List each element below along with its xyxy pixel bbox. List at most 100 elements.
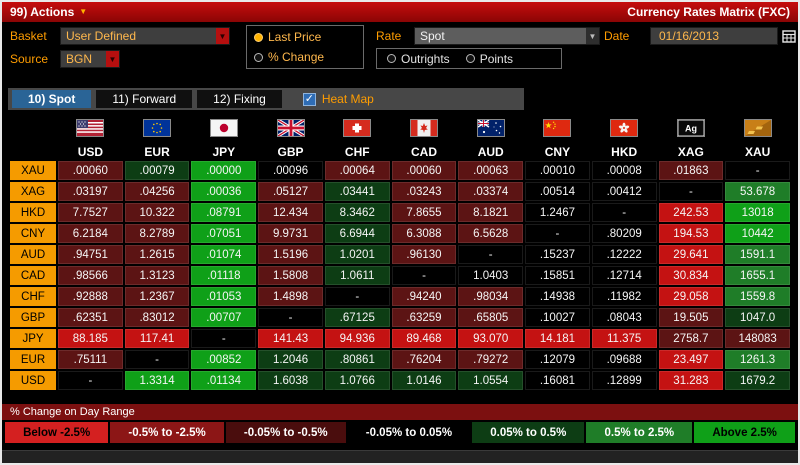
outrights-radio[interactable]: Outrights	[387, 52, 450, 66]
row-header-chf[interactable]: CHF	[10, 287, 56, 306]
matrix-cell-eur-xag[interactable]: 23.497	[658, 350, 724, 369]
matrix-cell-hkd-chf[interactable]: 8.3462	[324, 203, 390, 222]
matrix-cell-xag-gbp[interactable]: .05127	[258, 182, 323, 201]
matrix-cell-aud-jpy[interactable]: .01074	[191, 245, 257, 264]
matrix-cell-xau-eur[interactable]: .00079	[124, 161, 190, 180]
outrights-radio-icon[interactable]	[387, 54, 396, 63]
matrix-cell-chf-aud[interactable]: .98034	[458, 287, 524, 306]
matrix-cell-aud-cny[interactable]: .15237	[525, 245, 590, 264]
pct-change-radio-icon[interactable]	[254, 52, 263, 62]
matrix-cell-gbp-gbp[interactable]: -	[258, 308, 323, 327]
matrix-cell-aud-eur[interactable]: 1.2615	[124, 245, 190, 264]
column-header-xag[interactable]: XAG	[677, 144, 704, 159]
matrix-cell-xag-cny[interactable]: .00514	[525, 182, 590, 201]
matrix-cell-cny-eur[interactable]: 8.2789	[124, 224, 190, 243]
tab-fixing[interactable]: 12) Fixing	[197, 90, 282, 108]
matrix-cell-cad-gbp[interactable]: 1.5808	[258, 266, 323, 285]
matrix-cell-gbp-eur[interactable]: .83012	[124, 308, 190, 327]
points-radio-icon[interactable]	[465, 54, 475, 63]
matrix-cell-cny-xau[interactable]: 10442	[725, 224, 790, 243]
matrix-cell-aud-xag[interactable]: 29.641	[658, 245, 724, 264]
matrix-cell-cad-chf[interactable]: 1.0611	[324, 266, 390, 285]
matrix-cell-xag-usd[interactable]: .03197	[58, 182, 123, 201]
matrix-cell-usd-jpy[interactable]: .01134	[191, 371, 257, 390]
matrix-cell-xag-aud[interactable]: .03374	[458, 182, 524, 201]
matrix-cell-gbp-cad[interactable]: .63259	[391, 308, 457, 327]
matrix-cell-cny-gbp[interactable]: 9.9731	[258, 224, 323, 243]
tab-forward[interactable]: 11) Forward	[96, 90, 193, 108]
matrix-cell-eur-chf[interactable]: .80861	[324, 350, 390, 369]
column-header-eur[interactable]: EUR	[144, 144, 170, 159]
matrix-cell-cad-xau[interactable]: 1655.1	[725, 266, 790, 285]
matrix-cell-hkd-aud[interactable]: 8.1821	[458, 203, 524, 222]
matrix-cell-jpy-xau[interactable]: 148083	[725, 329, 790, 348]
matrix-cell-hkd-gbp[interactable]: 12.434	[258, 203, 323, 222]
rate-dropdown-caret-icon[interactable]: ▼	[586, 28, 599, 44]
matrix-cell-cny-chf[interactable]: 6.6944	[324, 224, 390, 243]
matrix-cell-cad-aud[interactable]: 1.0403	[458, 266, 524, 285]
matrix-cell-gbp-usd[interactable]: .62351	[58, 308, 123, 327]
matrix-cell-cny-cny[interactable]: -	[525, 224, 590, 243]
matrix-cell-hkd-cad[interactable]: 7.8655	[391, 203, 457, 222]
pct-change-radio[interactable]: % Change	[254, 50, 356, 64]
matrix-cell-gbp-chf[interactable]: .67125	[324, 308, 390, 327]
matrix-cell-xag-xag[interactable]: -	[658, 182, 724, 201]
matrix-cell-hkd-hkd[interactable]: -	[591, 203, 657, 222]
row-header-gbp[interactable]: GBP	[10, 308, 56, 327]
matrix-cell-jpy-cny[interactable]: 14.181	[525, 329, 590, 348]
column-header-cny[interactable]: CNY	[544, 144, 571, 159]
matrix-cell-eur-gbp[interactable]: 1.2046	[258, 350, 323, 369]
matrix-cell-usd-xau[interactable]: 1679.2	[725, 371, 790, 390]
matrix-cell-gbp-xag[interactable]: 19.505	[658, 308, 724, 327]
matrix-cell-cad-cny[interactable]: .15851	[525, 266, 590, 285]
matrix-cell-xau-gbp[interactable]: .00096	[258, 161, 323, 180]
matrix-cell-xau-aud[interactable]: .00063	[458, 161, 524, 180]
matrix-cell-jpy-usd[interactable]: 88.185	[58, 329, 123, 348]
column-header-xau[interactable]: XAU	[744, 144, 771, 159]
matrix-cell-xau-usd[interactable]: .00060	[58, 161, 123, 180]
matrix-cell-jpy-hkd[interactable]: 11.375	[591, 329, 657, 348]
matrix-cell-cad-hkd[interactable]: .12714	[591, 266, 657, 285]
source-dropdown[interactable]: BGN ▼	[60, 50, 120, 68]
matrix-cell-chf-xau[interactable]: 1559.8	[725, 287, 790, 306]
matrix-cell-gbp-cny[interactable]: .10027	[525, 308, 590, 327]
matrix-cell-usd-usd[interactable]: -	[58, 371, 123, 390]
matrix-cell-usd-xag[interactable]: 31.283	[658, 371, 724, 390]
matrix-cell-cny-cad[interactable]: 6.3088	[391, 224, 457, 243]
matrix-cell-chf-cad[interactable]: .94240	[391, 287, 457, 306]
matrix-cell-gbp-hkd[interactable]: .08043	[591, 308, 657, 327]
matrix-cell-gbp-jpy[interactable]: .00707	[191, 308, 257, 327]
matrix-cell-xag-jpy[interactable]: .00036	[191, 182, 257, 201]
matrix-cell-cad-jpy[interactable]: .01118	[191, 266, 257, 285]
matrix-cell-usd-chf[interactable]: 1.0766	[324, 371, 390, 390]
matrix-cell-usd-cad[interactable]: 1.0146	[391, 371, 457, 390]
matrix-cell-jpy-jpy[interactable]: -	[191, 329, 257, 348]
row-header-eur[interactable]: EUR	[10, 350, 56, 369]
matrix-cell-aud-cad[interactable]: .96130	[391, 245, 457, 264]
column-header-jpy[interactable]: JPY	[212, 144, 236, 159]
matrix-cell-hkd-usd[interactable]: 7.7527	[58, 203, 123, 222]
column-header-cad[interactable]: CAD	[410, 144, 437, 159]
matrix-cell-hkd-eur[interactable]: 10.322	[124, 203, 190, 222]
matrix-cell-aud-gbp[interactable]: 1.5196	[258, 245, 323, 264]
matrix-cell-jpy-gbp[interactable]: 141.43	[258, 329, 323, 348]
matrix-cell-hkd-xag[interactable]: 242.53	[658, 203, 724, 222]
matrix-cell-xag-xau[interactable]: 53.678	[725, 182, 790, 201]
matrix-cell-jpy-cad[interactable]: 89.468	[391, 329, 457, 348]
matrix-cell-xag-chf[interactable]: .03441	[324, 182, 390, 201]
matrix-cell-usd-cny[interactable]: .16081	[525, 371, 590, 390]
row-header-cad[interactable]: CAD	[10, 266, 56, 285]
matrix-cell-gbp-aud[interactable]: .65805	[458, 308, 524, 327]
matrix-cell-eur-xau[interactable]: 1261.3	[725, 350, 790, 369]
matrix-cell-xau-chf[interactable]: .00064	[324, 161, 390, 180]
matrix-cell-eur-aud[interactable]: .79272	[458, 350, 524, 369]
matrix-cell-eur-jpy[interactable]: .00852	[191, 350, 257, 369]
matrix-cell-aud-hkd[interactable]: .12222	[591, 245, 657, 264]
matrix-cell-cny-hkd[interactable]: .80209	[591, 224, 657, 243]
rate-dropdown[interactable]: Spot ▼	[414, 27, 600, 45]
matrix-cell-xau-cny[interactable]: .00010	[525, 161, 590, 180]
matrix-cell-hkd-xau[interactable]: 13018	[725, 203, 790, 222]
matrix-cell-xau-xau[interactable]: -	[725, 161, 790, 180]
basket-dropdown[interactable]: User Defined ▼	[60, 27, 230, 45]
matrix-cell-cad-cad[interactable]: -	[391, 266, 457, 285]
